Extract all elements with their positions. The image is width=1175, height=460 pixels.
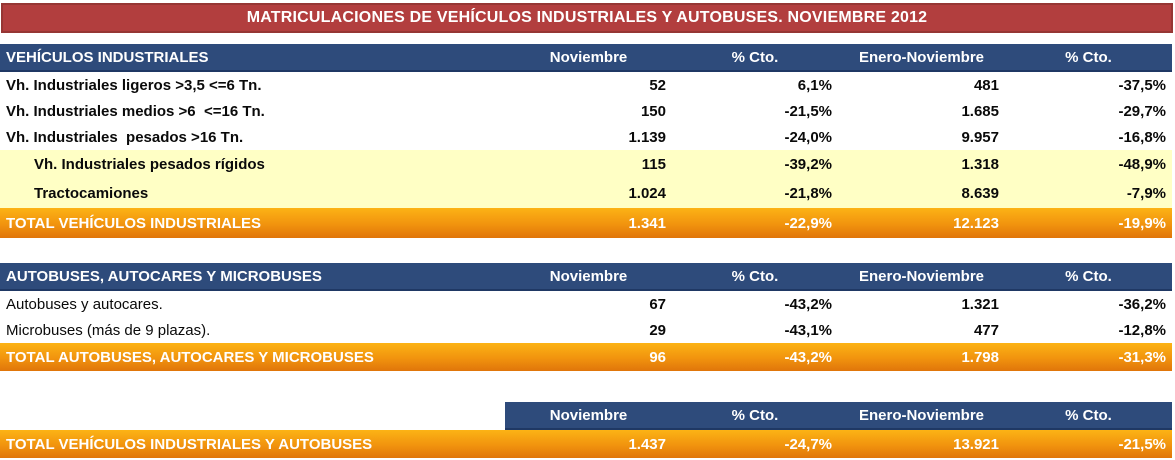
total-pct-cto: -43,2% — [784, 348, 832, 366]
value-pct-cto: -43,1% — [784, 321, 832, 339]
row-label: Vh. Industriales medios >6 <=16 Tn. — [6, 102, 265, 120]
autobuses-table: AUTOBUSES, AUTOCARES Y MICROBUSES Noviem… — [0, 263, 1172, 371]
value-noviembre: 1.139 — [628, 128, 666, 146]
value-pct-cto-2: -12,8% — [1118, 321, 1166, 339]
value-pct-cto: -24,0% — [784, 128, 832, 146]
table-row: Vh. Industriales pesados >16 Tn. 1.139 -… — [0, 124, 1172, 150]
table-header-row: Noviembre % Cto. Enero-Noviembre % Cto. — [0, 402, 1172, 430]
column-header-noviembre: Noviembre — [505, 44, 672, 72]
column-header-enero-noviembre: Enero-Noviembre — [838, 402, 1005, 430]
table-header-row: AUTOBUSES, AUTOCARES Y MICROBUSES Noviem… — [0, 263, 1172, 291]
report-page: { "title": "MATRICULACIONES DE VEHÍCULOS… — [0, 3, 1175, 460]
column-header-enero-noviembre: Enero-Noviembre — [838, 263, 1005, 291]
value-pct-cto: -43,2% — [784, 295, 832, 313]
value-pct-cto-2: -29,7% — [1118, 102, 1166, 120]
total-enero-noviembre: 13.921 — [953, 435, 999, 453]
total-noviembre: 96 — [649, 348, 666, 366]
total-pct-cto-2: -21,5% — [1118, 435, 1166, 453]
value-enero-noviembre: 1.321 — [961, 295, 999, 313]
column-header-pct-cto: % Cto. — [672, 263, 838, 291]
value-enero-noviembre: 477 — [973, 321, 999, 339]
column-header-enero-noviembre: Enero-Noviembre — [838, 44, 1005, 72]
value-pct-cto: -39,2% — [784, 156, 832, 173]
column-header-pct-cto-2: % Cto. — [1005, 44, 1172, 72]
table-header-row: VEHÍCULOS INDUSTRIALES Noviembre % Cto. … — [0, 44, 1172, 72]
column-header-noviembre: Noviembre — [505, 402, 672, 430]
row-label: Vh. Industriales pesados >16 Tn. — [6, 128, 244, 146]
value-noviembre: 115 — [641, 156, 666, 173]
table-row: Microbuses (más de 9 plazas). 29 -43,1% … — [0, 317, 1172, 343]
total-label: TOTAL VEHÍCULOS INDUSTRIALES Y AUTOBUSES — [6, 435, 373, 453]
value-enero-noviembre: 9.957 — [961, 128, 999, 146]
column-header-noviembre: Noviembre — [505, 263, 672, 291]
value-pct-cto: -21,8% — [784, 185, 832, 202]
total-noviembre: 1.437 — [628, 435, 666, 453]
table-row: Autobuses y autocares. 67 -43,2% 1.321 -… — [0, 291, 1172, 317]
value-enero-noviembre: 1.685 — [961, 102, 999, 120]
value-noviembre: 52 — [649, 76, 666, 94]
value-pct-cto: -21,5% — [784, 102, 832, 120]
report-title: MATRICULACIONES DE VEHÍCULOS INDUSTRIALE… — [246, 9, 928, 26]
vehiculos-industriales-table: VEHÍCULOS INDUSTRIALES Noviembre % Cto. … — [0, 44, 1172, 238]
report-title-bar: MATRICULACIONES DE VEHÍCULOS INDUSTRIALE… — [1, 3, 1173, 33]
column-header-pct-cto: % Cto. — [672, 44, 838, 72]
value-pct-cto: 6,1% — [797, 76, 832, 94]
value-enero-noviembre: 481 — [973, 76, 999, 94]
table-row: Vh. Industriales medios >6 <=16 Tn. 150 … — [0, 98, 1172, 124]
row-label: Tractocamiones — [34, 185, 149, 202]
total-row-autobuses: TOTAL AUTOBUSES, AUTOCARES Y MICROBUSES … — [0, 343, 1172, 371]
table-row-highlighted: Tractocamiones 1.024 -21,8% 8.639 -7,9% — [0, 179, 1172, 208]
total-noviembre: 1.341 — [628, 214, 666, 232]
total-pct-cto: -24,7% — [784, 435, 832, 453]
total-enero-noviembre: 12.123 — [953, 214, 999, 232]
column-header-pct-cto-2: % Cto. — [1005, 263, 1172, 291]
total-pct-cto: -22,9% — [784, 214, 832, 232]
total-row-grand: TOTAL VEHÍCULOS INDUSTRIALES Y AUTOBUSES… — [0, 430, 1172, 458]
total-label: TOTAL AUTOBUSES, AUTOCARES Y MICROBUSES — [6, 348, 374, 366]
table-row: Vh. Industriales ligeros >3,5 <=6 Tn. 52… — [0, 72, 1172, 98]
row-label: Vh. Industriales ligeros >3,5 <=6 Tn. — [6, 76, 262, 94]
value-pct-cto-2: -37,5% — [1118, 76, 1166, 94]
total-pct-cto-2: -31,3% — [1118, 348, 1166, 366]
column-header-pct-cto-2: % Cto. — [1005, 402, 1172, 430]
row-label: Microbuses (más de 9 plazas). — [6, 321, 211, 339]
row-label: Autobuses y autocares. — [6, 295, 163, 313]
total-enero-noviembre: 1.798 — [961, 348, 999, 366]
grand-total-table: Noviembre % Cto. Enero-Noviembre % Cto. … — [0, 402, 1172, 458]
total-label: TOTAL VEHÍCULOS INDUSTRIALES — [6, 214, 262, 232]
value-enero-noviembre: 8.639 — [961, 185, 999, 202]
row-label: Vh. Industriales pesados rígidos — [34, 156, 265, 173]
value-noviembre: 1.024 — [628, 185, 666, 202]
table-section-title: AUTOBUSES, AUTOCARES Y MICROBUSES — [0, 263, 505, 291]
value-noviembre: 29 — [649, 321, 666, 339]
table-section-title: VEHÍCULOS INDUSTRIALES — [0, 44, 505, 72]
value-pct-cto-2: -36,2% — [1118, 295, 1166, 313]
value-pct-cto-2: -7,9% — [1126, 185, 1166, 202]
value-noviembre: 67 — [649, 295, 666, 313]
value-pct-cto-2: -16,8% — [1118, 128, 1166, 146]
total-pct-cto-2: -19,9% — [1118, 214, 1166, 232]
value-pct-cto-2: -48,9% — [1118, 156, 1166, 173]
value-enero-noviembre: 1.318 — [961, 156, 999, 173]
total-row-vehiculos-industriales: TOTAL VEHÍCULOS INDUSTRIALES 1.341 -22,9… — [0, 208, 1172, 238]
table-row-highlighted: Vh. Industriales pesados rígidos 115 -39… — [0, 150, 1172, 179]
value-noviembre: 150 — [640, 102, 666, 120]
column-header-pct-cto: % Cto. — [672, 402, 838, 430]
header-spacer — [0, 402, 505, 430]
